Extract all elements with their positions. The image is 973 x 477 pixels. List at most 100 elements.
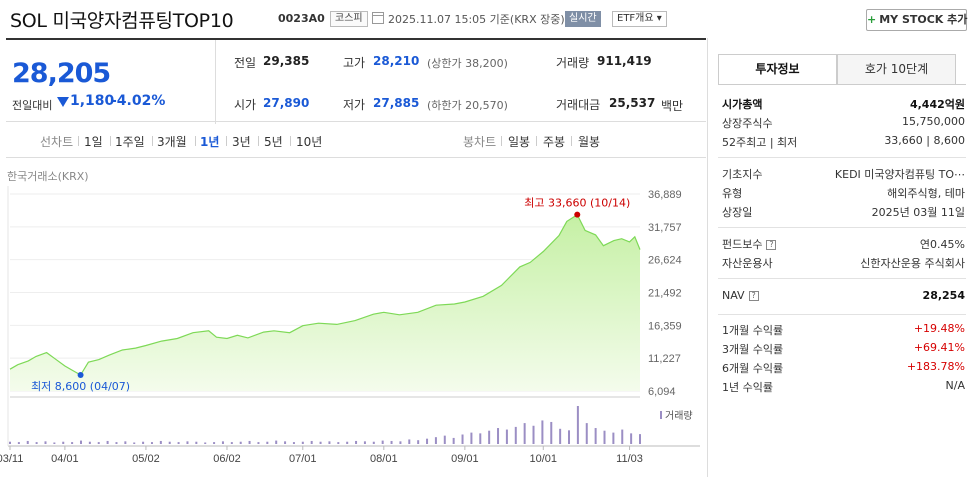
divider <box>110 136 111 146</box>
volume-bar <box>150 442 153 444</box>
info-row: 시가총액 4,442억원 <box>722 96 965 114</box>
info-value: 2025년 03월 11일 <box>871 206 965 219</box>
info-value: 연0.45% <box>919 238 965 251</box>
volume-bar <box>230 442 233 444</box>
volume-bar <box>17 442 20 444</box>
prev-close-label: 전일 <box>234 56 257 70</box>
return-value: +69.41% <box>913 341 965 354</box>
candle-daily[interactable]: 일봉 <box>508 135 531 149</box>
return-value: +19.48% <box>913 322 965 335</box>
info-label: 52주최고 | 최저 <box>722 136 798 149</box>
candle-monthly[interactable]: 월봉 <box>578 135 601 149</box>
nav-label: NAV <box>722 289 745 302</box>
volume-bar <box>310 440 313 444</box>
page-header: SOL 미국양자컴퓨팅TOP10 0023A0 코스피 2025.11.07 1… <box>0 0 973 38</box>
prev-close-value: 29,385 <box>263 54 310 68</box>
open-label: 시가 <box>234 98 257 112</box>
y-tick-label: 36,889 <box>648 189 682 201</box>
volume-bar <box>372 441 375 444</box>
volume-bar <box>390 440 393 444</box>
volume-bar <box>381 440 384 444</box>
info-label-with-help: 펀드보수? <box>722 236 777 252</box>
help-icon[interactable]: ? <box>766 240 777 250</box>
return-row: 1개월 수익률 +19.48% <box>722 322 965 340</box>
volume-bar <box>470 432 473 444</box>
volume-bar <box>79 440 82 444</box>
x-tick-label: 07/01 <box>289 453 317 465</box>
info-value: 33,660 | 8,600 <box>884 134 965 147</box>
high-value: 28,210 <box>373 54 420 68</box>
divider <box>501 136 502 146</box>
x-tick-label: 09/01 <box>451 453 479 465</box>
add-mystock-button[interactable]: + MY STOCK 추가 <box>866 9 967 31</box>
price-area <box>10 214 640 391</box>
volume-bar <box>603 430 606 444</box>
stock-code: 0023A0 <box>278 12 325 25</box>
volume-bar <box>62 441 65 444</box>
volume-bar <box>523 423 526 444</box>
period-1d[interactable]: 1일 <box>84 135 103 149</box>
period-3y[interactable]: 3년 <box>232 135 251 149</box>
volume-bar <box>195 441 198 444</box>
divider <box>718 314 966 315</box>
x-tick-label: 10/01 <box>530 453 558 465</box>
divider <box>536 136 537 146</box>
etf-info-label: ETF개요 <box>617 13 654 24</box>
volume-bar <box>514 426 517 444</box>
info-value: KEDI 미국양자컴퓨팅 TO⋯ <box>834 168 965 181</box>
realtime-badge[interactable]: 실시간 <box>565 11 601 27</box>
volume-bar <box>417 440 420 444</box>
volume-bar <box>488 430 491 444</box>
down-arrow-icon <box>57 97 69 107</box>
help-icon[interactable]: ? <box>748 291 759 301</box>
period-5y[interactable]: 5년 <box>264 135 283 149</box>
price-line <box>9 213 641 376</box>
volume-legend-label: 거래량 <box>665 410 693 422</box>
x-tick-label: 05/02 <box>132 453 160 465</box>
volume-bar <box>142 441 145 444</box>
price-chart[interactable]: 36,889 31,757 26,624 21,492 16,359 11,227 6,09… <box>0 180 706 477</box>
volume-bar <box>399 441 402 444</box>
change-label: 전일대비 <box>12 99 53 112</box>
tab-investment-info[interactable]: 투자정보 <box>718 54 837 85</box>
volume-bar <box>292 442 295 444</box>
volume-bar <box>248 440 251 444</box>
max-point-marker <box>574 211 581 218</box>
candle-weekly[interactable]: 주봉 <box>543 135 566 149</box>
volume-bar <box>71 442 74 444</box>
volume-bar <box>266 441 269 444</box>
volume-bar <box>346 441 349 444</box>
divider <box>195 136 196 146</box>
volume-bar <box>35 442 38 444</box>
return-label: 6개월 수익률 <box>722 362 784 375</box>
tab-order-book[interactable]: 호가 10단계 <box>837 54 956 85</box>
plus-icon: + <box>867 13 877 26</box>
info-row: 52주최고 | 최저 33,660 | 8,600 <box>722 134 965 152</box>
period-3m[interactable]: 3개월 <box>157 135 187 149</box>
volume-bar <box>497 428 500 444</box>
volume-bar <box>88 441 91 444</box>
volume-bar <box>97 442 100 444</box>
trade-value-unit: 백만 <box>661 99 684 113</box>
period-1y[interactable]: 1년 <box>200 135 220 149</box>
volume-bar <box>257 442 260 444</box>
y-tick-label: 26,624 <box>648 255 682 267</box>
volume-bar <box>408 439 411 444</box>
etf-info-dropdown[interactable]: ETF개요 ▾ <box>612 11 667 27</box>
divider <box>290 136 291 146</box>
nav-label-with-help: NAV? <box>722 289 759 302</box>
nav-row: NAV? 28,254 <box>722 289 965 307</box>
period-10y[interactable]: 10년 <box>296 135 323 149</box>
upper-limit: (상한가 38,200) <box>427 57 508 70</box>
return-label: 3개월 수익률 <box>722 343 784 356</box>
volume-bar <box>363 441 366 444</box>
price-summary: 28,205 전일대비 1,180 -4.02% 전일 29,385 고가 28… <box>6 38 706 124</box>
volume-bar <box>133 442 136 444</box>
info-value: 4,442억원 <box>909 98 965 111</box>
volume-bar <box>44 441 47 444</box>
volume-bar <box>337 442 340 444</box>
period-1w[interactable]: 1주일 <box>115 135 145 149</box>
info-row: 상장일 2025년 03월 11일 <box>722 204 965 222</box>
lower-limit: (하한가 20,570) <box>427 99 508 112</box>
volume-bar <box>239 441 242 444</box>
